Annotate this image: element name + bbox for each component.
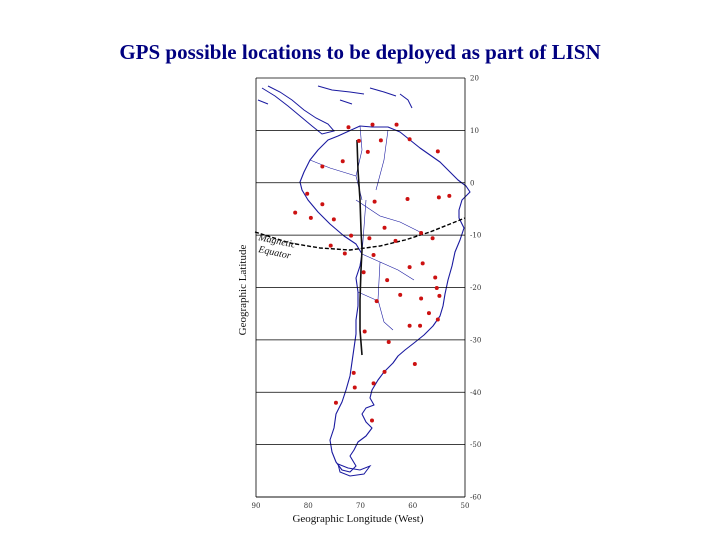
gps-site-marker [412, 361, 417, 366]
gps-site-marker [435, 317, 440, 322]
latitude-tick-label: -30 [470, 336, 481, 344]
gps-site-marker [418, 323, 423, 328]
latitude-tick-label: -40 [470, 389, 481, 397]
latitude-tick-label: -50 [470, 441, 481, 449]
gps-site-marker [407, 137, 412, 142]
gps-site-marker [420, 261, 425, 266]
gps-site-marker [352, 385, 357, 390]
gps-site-marker [372, 199, 377, 204]
gps-site-marker [331, 217, 336, 222]
gps-site-marker [435, 149, 440, 154]
gps-site-marker [362, 329, 367, 334]
gps-site-marker [407, 265, 412, 270]
gps-site-marker [293, 210, 298, 215]
south-america-coastline [299, 125, 471, 473]
gps-site-marker [365, 149, 370, 154]
latitude-tick-label: -60 [470, 494, 481, 502]
gps-site-marker [342, 251, 347, 256]
gps-site-marker [340, 159, 345, 164]
caribbean-islands [257, 85, 413, 109]
gps-site-marker [407, 323, 412, 328]
gps-site-marker [437, 293, 442, 298]
latitude-tick-label: 0 [470, 179, 474, 187]
gps-site-marker [367, 236, 372, 241]
gps-site-marker [436, 195, 441, 200]
gps-site-marker [361, 270, 366, 275]
gps-site-marker [419, 296, 424, 301]
longitude-tick-label: 50 [461, 502, 470, 510]
latitude-tick-labels: 20 10 0 -10 -20 -30 -40 -50 -60 [470, 75, 481, 502]
gps-site-marker [385, 278, 390, 283]
gps-site-marker [382, 225, 387, 230]
y-axis-label: Geographic Latitude [237, 245, 249, 336]
central-america-coastline [261, 85, 335, 135]
gps-sites [293, 122, 452, 423]
gps-site-marker [371, 253, 376, 258]
gps-site-marker [328, 243, 333, 248]
tierra-del-fuego [337, 463, 372, 477]
gps-site-marker [356, 138, 361, 143]
magnetic-equator-line [254, 217, 466, 251]
gps-site-marker [394, 122, 399, 127]
longitude-tick-label: 80 [304, 502, 313, 510]
meridian-line-75w [356, 139, 363, 356]
gps-site-marker [430, 236, 435, 241]
gps-site-marker [320, 164, 325, 169]
gps-site-marker [393, 238, 398, 243]
latitude-tick-label: 20 [470, 75, 479, 83]
gps-site-marker [434, 286, 439, 291]
gps-site-marker [405, 196, 410, 201]
longitude-tick-label: 90 [252, 502, 261, 510]
latitude-tick-label: -10 [470, 232, 481, 240]
gps-site-marker [386, 339, 391, 344]
latitude-tick-label: 10 [470, 127, 479, 135]
gps-site-marker [419, 231, 424, 236]
gps-site-marker [398, 292, 403, 297]
gps-site-marker [426, 311, 431, 316]
gps-site-marker [382, 369, 387, 374]
country-borders [309, 125, 421, 331]
latitude-tick-label: -20 [470, 284, 481, 292]
gps-site-marker [349, 233, 354, 238]
gps-site-marker [308, 215, 313, 220]
gps-site-marker [305, 191, 310, 196]
gps-site-marker [333, 400, 338, 405]
gps-site-marker [371, 381, 376, 386]
gps-site-marker [370, 122, 375, 127]
gps-site-marker [374, 299, 379, 304]
gps-site-marker [320, 202, 325, 207]
gps-site-marker [346, 125, 351, 130]
slide-title: GPS possible locations to be deployed as… [119, 40, 601, 64]
gps-site-marker [447, 193, 452, 198]
gps-site-marker [433, 275, 438, 280]
gps-site-marker [369, 418, 374, 423]
gps-site-marker [378, 138, 383, 143]
gps-site-marker [351, 370, 356, 375]
longitude-tick-label: 70 [356, 502, 365, 510]
x-axis-label: Geographic Longitude (West) [292, 513, 423, 525]
longitude-tick-labels: 90 80 70 60 50 [252, 502, 470, 510]
longitude-tick-label: 60 [408, 502, 417, 510]
